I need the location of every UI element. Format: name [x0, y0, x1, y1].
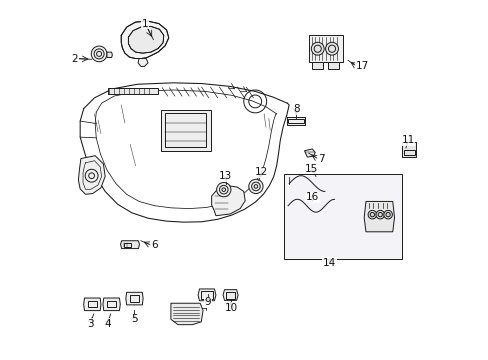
Polygon shape: [121, 241, 139, 249]
Polygon shape: [125, 292, 143, 305]
Text: 13: 13: [219, 171, 232, 181]
Polygon shape: [286, 117, 305, 125]
Bar: [165, 113, 206, 147]
Polygon shape: [364, 202, 394, 232]
Polygon shape: [312, 62, 323, 68]
Polygon shape: [121, 21, 168, 59]
Polygon shape: [103, 298, 120, 311]
Circle shape: [248, 179, 263, 194]
Circle shape: [325, 42, 338, 55]
Circle shape: [383, 210, 391, 219]
Polygon shape: [107, 52, 112, 58]
Polygon shape: [223, 290, 238, 300]
Polygon shape: [78, 156, 105, 194]
Bar: [160, 111, 210, 152]
Circle shape: [311, 42, 324, 55]
Bar: [124, 243, 130, 247]
Bar: [108, 88, 158, 94]
Text: 3: 3: [87, 319, 93, 329]
Text: 11: 11: [401, 135, 414, 145]
Polygon shape: [138, 59, 148, 66]
Circle shape: [216, 183, 230, 197]
Bar: [107, 301, 116, 307]
Text: 4: 4: [104, 319, 111, 329]
Circle shape: [375, 210, 384, 219]
Text: 7: 7: [317, 154, 324, 163]
Bar: [201, 292, 213, 298]
Bar: [283, 174, 401, 259]
Text: 15: 15: [305, 163, 318, 174]
Circle shape: [367, 210, 376, 219]
Polygon shape: [128, 26, 163, 53]
Text: 16: 16: [305, 192, 318, 202]
Polygon shape: [304, 149, 315, 157]
Text: 6: 6: [151, 240, 157, 250]
Polygon shape: [198, 289, 216, 301]
Text: 1: 1: [142, 18, 148, 28]
Bar: [129, 296, 139, 302]
Polygon shape: [171, 303, 203, 325]
Polygon shape: [83, 298, 101, 311]
Text: 12: 12: [255, 167, 268, 177]
Text: 8: 8: [292, 104, 299, 114]
Text: 14: 14: [322, 258, 335, 268]
Polygon shape: [211, 186, 244, 216]
Text: 2: 2: [71, 54, 78, 64]
Text: 17: 17: [355, 61, 368, 71]
Bar: [87, 301, 97, 307]
Text: 5: 5: [131, 314, 138, 324]
Polygon shape: [402, 143, 415, 157]
Text: 9: 9: [204, 297, 211, 307]
Polygon shape: [328, 62, 339, 68]
Text: 10: 10: [224, 302, 237, 312]
Circle shape: [91, 46, 107, 62]
Polygon shape: [308, 35, 342, 62]
Bar: [225, 292, 235, 298]
